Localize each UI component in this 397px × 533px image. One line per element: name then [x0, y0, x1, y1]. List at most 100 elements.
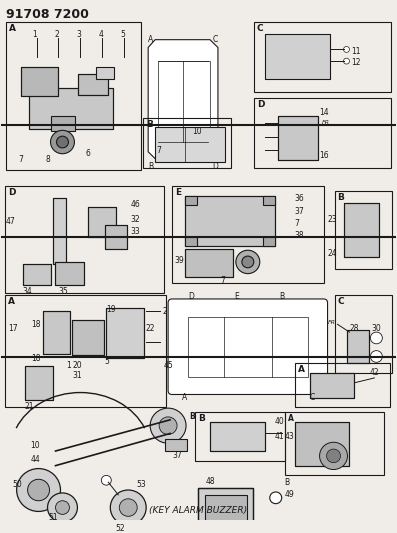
Bar: [195, 412, 285, 461]
Bar: [345, 204, 380, 257]
Text: D: D: [212, 163, 218, 172]
Circle shape: [50, 131, 74, 154]
Text: 50: 50: [13, 480, 22, 489]
Bar: [185, 249, 233, 277]
Text: 34: 34: [23, 287, 33, 296]
Bar: [335, 295, 392, 373]
Text: 35: 35: [58, 287, 68, 296]
Bar: [265, 34, 330, 79]
Text: 33: 33: [130, 227, 140, 236]
Text: 45: 45: [163, 361, 173, 370]
Text: 40: 40: [275, 417, 285, 426]
Bar: [23, 264, 50, 285]
Text: 2: 2: [54, 30, 59, 39]
Text: 7: 7: [156, 146, 161, 155]
Text: 18: 18: [31, 320, 40, 329]
Bar: [295, 364, 390, 407]
Bar: [158, 61, 210, 142]
Text: 46: 46: [130, 199, 140, 208]
Bar: [165, 439, 187, 451]
Bar: [205, 495, 247, 532]
Text: 11: 11: [351, 46, 361, 55]
Text: 28: 28: [349, 324, 359, 333]
Bar: [89, 207, 116, 237]
Text: 39: 39: [174, 256, 184, 265]
Text: 41: 41: [275, 432, 285, 441]
Text: B: B: [146, 119, 153, 128]
Bar: [198, 488, 253, 533]
Text: (KEY ALARM BUZZER): (KEY ALARM BUZZER): [149, 506, 247, 515]
Text: 37: 37: [172, 451, 182, 460]
Text: 10: 10: [31, 441, 40, 450]
Text: C: C: [310, 392, 315, 401]
Text: C: C: [257, 24, 264, 33]
Circle shape: [110, 490, 146, 525]
Text: B: B: [148, 163, 153, 172]
Text: D: D: [257, 100, 264, 109]
Circle shape: [56, 136, 68, 148]
Bar: [42, 311, 70, 353]
Circle shape: [150, 408, 186, 443]
Bar: [285, 412, 384, 475]
Text: 36: 36: [295, 193, 304, 203]
Circle shape: [343, 58, 349, 64]
Text: FR: FR: [322, 119, 330, 125]
Text: D: D: [188, 292, 194, 301]
Bar: [188, 317, 308, 377]
Text: 32: 32: [130, 215, 140, 224]
Text: B: B: [189, 412, 195, 421]
Text: 7: 7: [295, 219, 300, 228]
Text: 16: 16: [320, 151, 329, 160]
Bar: [23, 264, 50, 285]
Circle shape: [327, 449, 341, 463]
Text: A: A: [8, 297, 15, 306]
Text: A: A: [148, 35, 153, 44]
Bar: [347, 330, 369, 364]
Text: C: C: [337, 297, 344, 306]
Circle shape: [48, 493, 77, 522]
Text: 2: 2: [162, 307, 167, 316]
Text: 18: 18: [31, 353, 40, 362]
Text: B: B: [337, 193, 344, 201]
Bar: [6, 22, 141, 171]
Text: 1: 1: [33, 30, 37, 39]
Bar: [29, 88, 113, 130]
Bar: [21, 67, 58, 96]
Text: 19: 19: [106, 305, 116, 314]
Text: 49: 49: [285, 490, 295, 499]
Text: A: A: [9, 24, 15, 33]
Bar: [50, 116, 75, 131]
Bar: [198, 488, 253, 533]
Bar: [29, 88, 113, 130]
Text: 22: 22: [145, 324, 155, 333]
Bar: [310, 373, 355, 398]
Bar: [21, 67, 58, 96]
Bar: [310, 373, 355, 398]
Text: C: C: [213, 35, 218, 44]
Text: A: A: [182, 392, 187, 401]
Text: 43: 43: [285, 432, 295, 441]
Text: 3: 3: [77, 30, 81, 39]
Text: D: D: [8, 188, 15, 197]
Bar: [295, 422, 349, 466]
Bar: [185, 249, 233, 277]
Circle shape: [159, 417, 177, 434]
Text: 91708 7200: 91708 7200: [6, 9, 89, 21]
Bar: [155, 127, 225, 161]
Circle shape: [320, 442, 347, 470]
Text: 12: 12: [351, 58, 361, 67]
Bar: [72, 320, 104, 356]
Circle shape: [17, 469, 60, 512]
Text: 48: 48: [205, 477, 215, 486]
Bar: [347, 330, 369, 364]
Circle shape: [119, 499, 137, 516]
Text: 7: 7: [220, 276, 225, 285]
Text: 42: 42: [369, 368, 379, 377]
Text: 21: 21: [25, 402, 34, 411]
Text: A: A: [288, 414, 293, 423]
FancyBboxPatch shape: [168, 299, 328, 394]
Text: 24: 24: [328, 249, 337, 259]
Text: 5: 5: [104, 358, 109, 367]
Text: 31: 31: [72, 371, 82, 380]
Text: E: E: [234, 292, 239, 301]
